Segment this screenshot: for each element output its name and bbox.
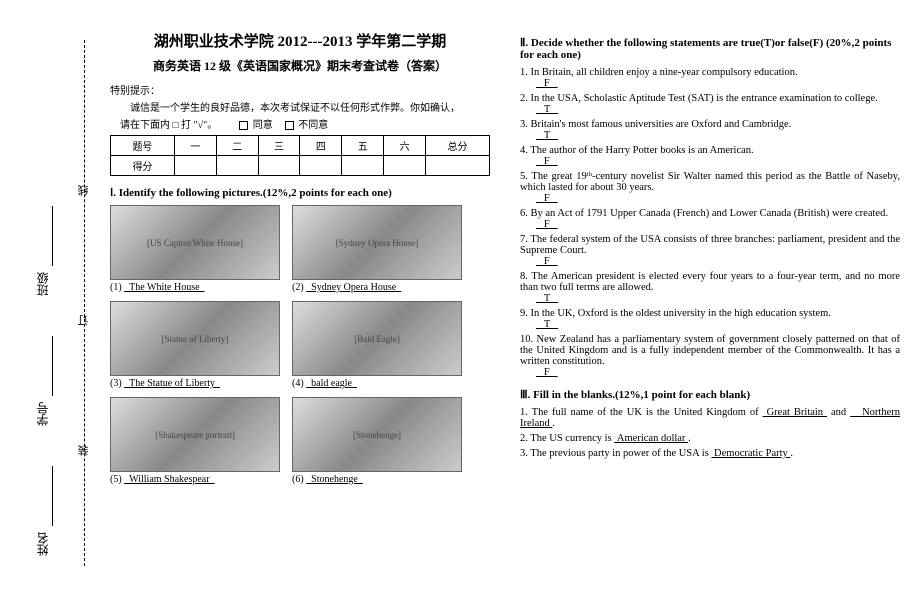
page-subtitle: 商务英语 12 级《英语国家概况》期末考查试卷（答案）	[110, 57, 490, 74]
binding-dashed-line	[84, 40, 85, 566]
score-table: 题号 一 二 三 四 五 六 总分 得分	[110, 135, 490, 176]
disagree-label: 不同意	[298, 120, 328, 131]
fill-question: 3. The previous party in power of the US…	[520, 448, 900, 459]
tf-question: 3. Britain's most famous universities ar…	[520, 119, 900, 141]
picture-grid: [US Capitol/White House] (1) The White Ho…	[110, 205, 490, 485]
picture-placeholder: [Shakespeare portrait]	[110, 397, 280, 472]
section3-list: 1. The full name of the UK is the United…	[520, 407, 900, 459]
tf-answer: F	[536, 367, 558, 378]
fill-question: 1. The full name of the UK is the United…	[520, 407, 900, 429]
tf-answer: T	[536, 319, 558, 330]
note-label: 特别提示：	[110, 82, 490, 97]
tf-answer: T	[536, 104, 558, 115]
tf-question: 8. The American president is elected eve…	[520, 271, 900, 304]
picture-item: [Statue of Liberty] (3) The Statue of Lib…	[110, 301, 280, 389]
tf-question: 7. The federal system of the USA consist…	[520, 234, 900, 267]
tf-answer: T	[536, 130, 558, 141]
picture-placeholder: [Sydney Opera House]	[292, 205, 462, 280]
picture-item: [Sydney Opera House] (2) Sydney Opera Hou…	[292, 205, 462, 293]
tf-question: 1. In Britain, all children enjoy a nine…	[520, 67, 900, 89]
tf-question: 5. The great 19ᵗʰ-century novelist Sir W…	[520, 171, 900, 204]
tf-question: 2. In the USA, Scholastic Aptitude Test …	[520, 93, 900, 115]
note-check-row: 请在下面内 □ 打 "√"。 同意 不同意	[110, 116, 490, 131]
note-text: 诚信是一个学生的良好品德，本次考试保证不以任何形式作弊。你如确认，	[110, 99, 490, 114]
picture-item: [Shakespeare portrait] (5) William Shakes…	[110, 397, 280, 485]
picture-item: [US Capitol/White House] (1) The White Ho…	[110, 205, 280, 293]
checkbox-agree	[239, 121, 248, 130]
section3-title: Ⅲ. Fill in the blanks.(12%,1 point for e…	[520, 388, 900, 401]
picture-caption: (2) Sydney Opera House	[292, 282, 462, 293]
picture-placeholder: [US Capitol/White House]	[110, 205, 280, 280]
picture-caption: (1) The White House	[110, 282, 280, 293]
picture-placeholder: [Bald Eagle]	[292, 301, 462, 376]
binding-marker-3: 线	[76, 185, 92, 196]
picture-placeholder: [Stonehenge]	[292, 397, 462, 472]
binding-field-name	[52, 466, 53, 526]
tf-question: 10. New Zealand has a parliamentary syst…	[520, 334, 900, 378]
tf-question: 4. The author of the Harry Potter books …	[520, 145, 900, 167]
tf-answer: F	[536, 256, 558, 267]
section1-title: Ⅰ. Identify the following pictures.(12%,…	[110, 186, 490, 199]
score-row-header: 题号 一 二 三 四 五 六 总分	[111, 136, 490, 156]
checkbox-disagree	[285, 121, 294, 130]
binding-marker-2: 订	[76, 315, 92, 326]
tf-answer: F	[536, 78, 558, 89]
tf-answer: F	[536, 219, 558, 230]
fill-question: 2. The US currency is American dollar .	[520, 433, 900, 444]
binding-field-class	[52, 206, 53, 266]
binding-margin: 姓名 装 学号 订 班级 线	[34, 40, 104, 566]
picture-caption: (3) The Statue of Liberty	[110, 378, 280, 389]
binding-field-id	[52, 336, 53, 396]
page-title: 湖州职业技术学院 2012---2013 学年第二学期	[110, 30, 490, 51]
binding-label-name: 姓名	[34, 532, 51, 556]
binding-label-class: 班级	[34, 272, 51, 296]
tf-question: 9. In the UK, Oxford is the oldest unive…	[520, 308, 900, 330]
picture-caption: (6) Stonehenge	[292, 474, 462, 485]
tf-answer: F	[536, 156, 558, 167]
section2-title: Ⅱ. Decide whether the following statemen…	[520, 36, 900, 61]
picture-caption: (5) William Shakespear	[110, 474, 280, 485]
tf-question: 6. By an Act of 1791 Upper Canada (Frenc…	[520, 208, 900, 230]
note-check-prefix: 请在下面内 □ 打 "√"。	[120, 120, 217, 131]
section2-list: 1. In Britain, all children enjoy a nine…	[520, 67, 900, 378]
picture-placeholder: [Statue of Liberty]	[110, 301, 280, 376]
binding-label-id: 学号	[34, 402, 51, 426]
picture-caption: (4) bald eagle	[292, 378, 462, 389]
picture-item: [Stonehenge] (6) Stonehenge	[292, 397, 462, 485]
agree-label: 同意	[253, 120, 273, 131]
left-column: 湖州职业技术学院 2012---2013 学年第二学期 商务英语 12 级《英语…	[110, 30, 490, 485]
binding-marker-1: 装	[76, 445, 92, 456]
tf-answer: F	[536, 193, 558, 204]
right-column: Ⅱ. Decide whether the following statemen…	[520, 30, 900, 485]
score-row-value: 得分	[111, 156, 490, 176]
picture-item: [Bald Eagle] (4) bald eagle	[292, 301, 462, 389]
tf-answer: T	[536, 293, 558, 304]
